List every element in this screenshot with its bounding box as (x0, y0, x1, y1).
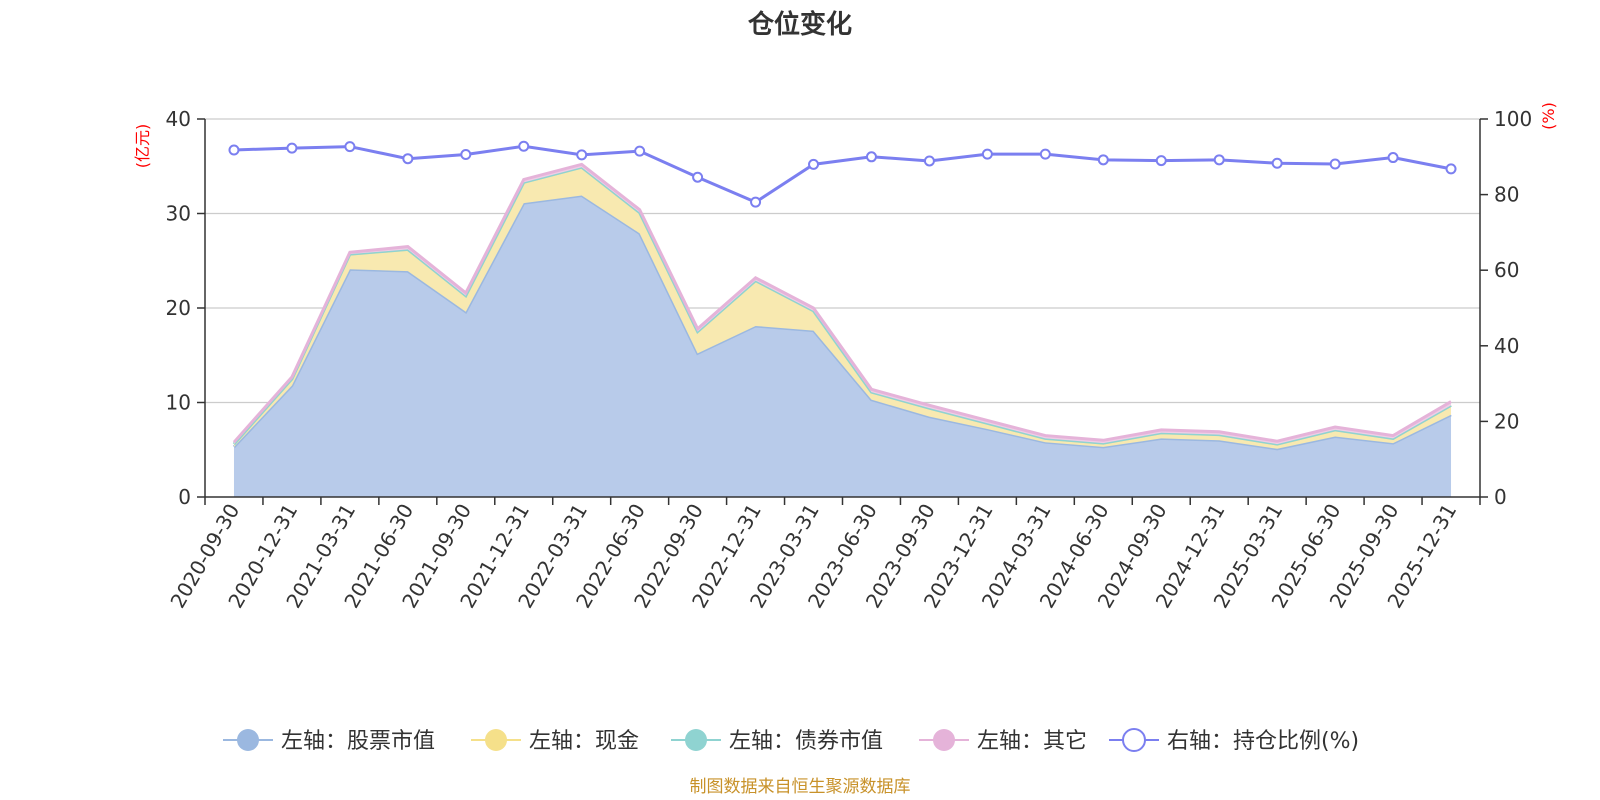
stacked-areas (232, 162, 1452, 498)
legend-marker (933, 729, 955, 751)
legend-item: 左轴：现金 (471, 729, 639, 754)
ratio-point (576, 149, 588, 161)
ratio-point (1213, 154, 1225, 166)
ratio-point (634, 145, 646, 157)
ratio-point (1039, 148, 1051, 160)
legend-label: 右轴：持仓比例(%) (1167, 729, 1359, 754)
ratio-point (692, 171, 704, 183)
ratio-point (518, 140, 530, 152)
area-左轴：股票市值 (233, 195, 1452, 498)
legend-item: 右轴：持仓比例(%) (1109, 728, 1359, 754)
ratio-point (1097, 154, 1109, 166)
ratio-point (981, 148, 993, 160)
area-edge-左轴：其它 (232, 162, 1452, 444)
ratio-point (750, 196, 762, 208)
ratio-point (808, 158, 820, 170)
legend-item: 左轴：债券市值 (671, 729, 883, 754)
ratio-point (228, 144, 240, 156)
right-tick-label: 20 (1494, 409, 1519, 433)
ratio-point (402, 153, 414, 165)
source-note: 制图数据来自恒生聚源数据库 (690, 777, 911, 797)
chart-title: 仓位变化 (747, 9, 852, 40)
ratio-point (1155, 155, 1167, 167)
legend-label: 左轴：其它 (977, 729, 1087, 754)
ratio-point (1445, 163, 1457, 175)
legend-label: 左轴：债券市值 (729, 729, 883, 754)
legend-label: 左轴：股票市值 (281, 729, 435, 754)
legend-label: 左轴：现金 (529, 729, 639, 754)
right-tick-label: 100 (1494, 107, 1532, 131)
ratio-point (286, 142, 298, 154)
right-tick-label: 60 (1494, 258, 1519, 282)
legend: 左轴：股票市值 左轴：现金 左轴：债券市值 左轴：其它 右轴：持仓比例(%) (223, 728, 1359, 754)
right-tick-label: 0 (1494, 485, 1507, 509)
legend-marker (685, 729, 707, 751)
left-tick-label: 10 (166, 391, 191, 415)
ratio-line (228, 140, 1457, 208)
legend-item: 左轴：股票市值 (223, 729, 435, 754)
ratio-line-path (233, 144, 1452, 204)
left-tick-label: 40 (166, 107, 191, 131)
left-axis-unit: (亿元) (133, 124, 152, 169)
ratio-point (1329, 158, 1341, 170)
ratio-point (1387, 152, 1399, 164)
legend-marker (1122, 728, 1146, 752)
left-tick-label: 0 (178, 485, 191, 509)
legend-marker (485, 729, 507, 751)
ratio-point (923, 155, 935, 167)
legend-item: 左轴：其它 (919, 729, 1087, 754)
right-tick-label: 80 (1494, 183, 1519, 207)
right-tick-label: 40 (1494, 334, 1519, 358)
left-tick-label: 20 (166, 296, 191, 320)
legend-marker (237, 729, 259, 751)
ratio-point (344, 141, 356, 153)
ratio-point (460, 149, 472, 161)
left-tick-label: 30 (166, 202, 191, 226)
right-axis-unit: (%) (1539, 102, 1558, 130)
ratio-point (1271, 157, 1283, 169)
ratio-point (865, 151, 877, 163)
